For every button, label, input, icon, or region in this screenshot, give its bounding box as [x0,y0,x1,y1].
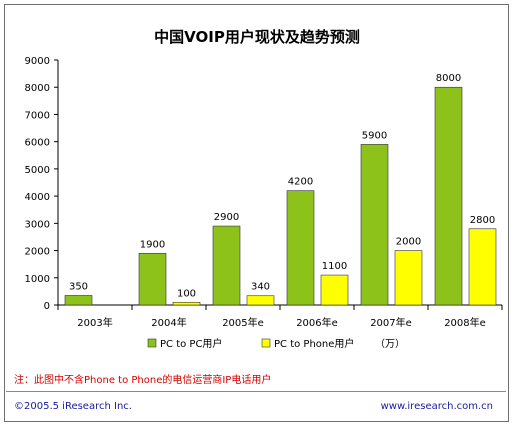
data-label: 350 [69,281,88,292]
bar-pc-to-phone [468,228,497,306]
bar-pc-to-phone [172,301,201,306]
x-tick-label: 2005年e [222,316,264,329]
data-label: 340 [251,282,270,293]
bar-pc-to-pc [286,190,315,306]
y-tick-label: 6000 [25,138,50,149]
x-tick-label: 2004年 [151,316,186,329]
y-tick-label: 2000 [25,247,50,258]
legend-swatch [147,338,157,348]
data-label: 8000 [436,73,461,84]
legend-label: PC to Phone用户 [274,337,354,350]
legend: PC to PC用户 PC to Phone用户 （万） [147,337,405,350]
bar-pc-to-pc [360,144,389,306]
y-tick-label: 9000 [25,56,50,67]
chart-title: 中国VOIP用户现状及趋势预测 [154,28,360,46]
y-tick-label: 1000 [25,274,50,285]
data-label: 100 [177,288,196,299]
y-tick-label: 8000 [25,83,50,94]
x-tick-label: 2006年e [296,316,338,329]
data-label: 4200 [288,177,313,188]
y-tick-label: 5000 [25,165,50,176]
bar-pc-to-pc [434,86,463,306]
bar-pc-to-pc [212,225,241,306]
copyright-text: ©2005.5 iResearch Inc. [14,401,132,412]
data-label: 2800 [470,215,495,226]
data-label: 5900 [362,130,387,141]
website-link[interactable]: www.iresearch.com.cn [380,401,493,412]
legend-swatch [261,338,271,348]
bar-group [64,86,497,306]
y-tick-label: 7000 [25,110,50,121]
footnote: 注：此图中不含Phone to Phone的电信运营商IP电话用户 [14,375,272,386]
x-tick-label: 2008年e [444,316,486,329]
x-axis: 2003年 2004年 2005年e 2006年e 2007年e 2008年e [57,304,503,329]
y-tick-label: 0 [44,301,50,312]
bar-pc-to-pc [64,295,93,306]
bar-pc-to-phone [246,295,275,306]
data-label: 2000 [396,237,421,248]
bar-pc-to-phone [394,250,423,306]
bar-pc-to-phone [320,274,349,306]
bar-pc-to-pc [138,252,167,306]
legend-label: PC to PC用户 [160,337,222,350]
footer-divider [6,391,506,392]
legend-unit-label: （万） [375,338,405,350]
x-tick-label: 2003年 [77,316,112,329]
y-axis: 0 1000 2000 3000 4000 5000 6000 7000 8000 9000 [25,56,59,312]
x-tick-label: 2007年e [370,316,412,329]
data-label: 1900 [140,239,165,250]
y-tick-label: 4000 [25,192,50,203]
data-label: 1100 [322,261,347,272]
data-label-group: 350 1900 2900 4200 5900 8000 100 340 1100 2000 280… [69,73,495,299]
plot-area-background [58,60,502,305]
y-tick-label: 3000 [25,219,50,230]
data-label: 2900 [214,212,239,223]
